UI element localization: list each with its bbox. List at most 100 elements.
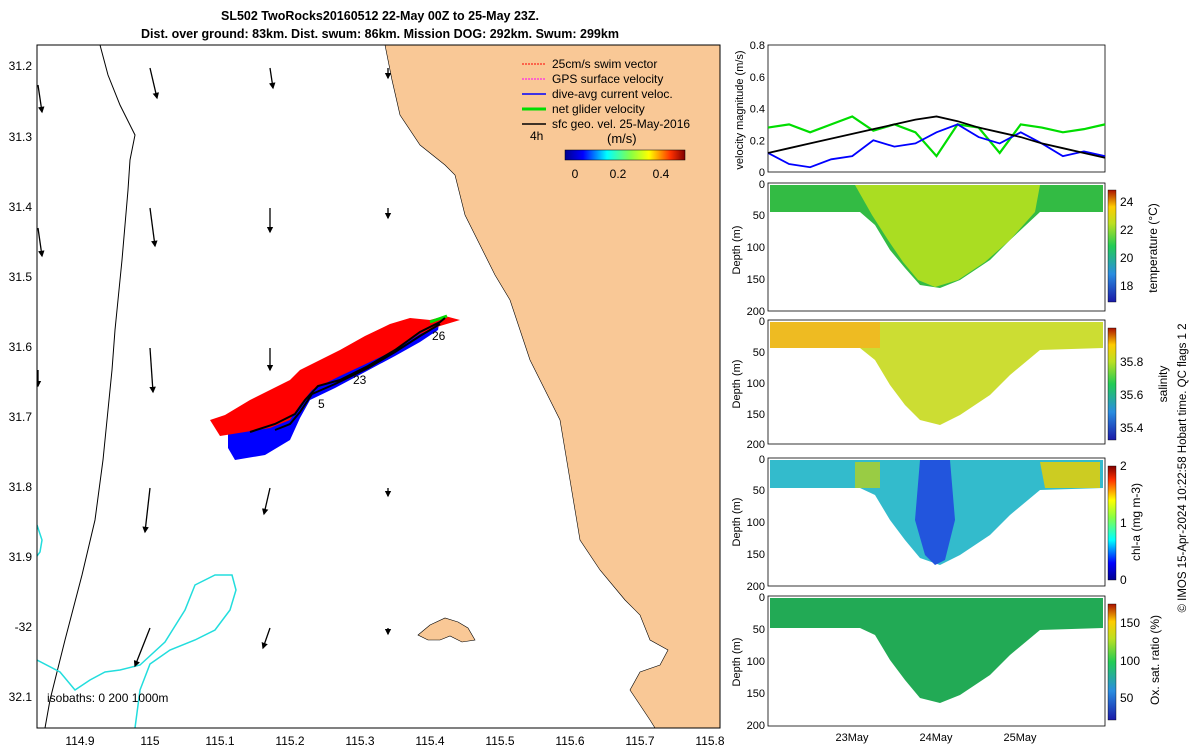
map-xtick: 115.1 — [205, 734, 234, 748]
map-x-ticks: 114.9 115 115.1 115.2 115.3 115.4 115.5 … — [65, 734, 724, 748]
ytick: 150 — [747, 549, 765, 561]
title-line2: Dist. over ground: 83km. Dist. swum: 86k… — [141, 27, 619, 41]
velocity-ytick: 0.2 — [750, 135, 765, 147]
speed-colorbar — [564, 149, 686, 161]
temperature-cb-ticks: 18 20 22 24 — [1120, 195, 1134, 293]
cbtick: 0 — [1120, 573, 1127, 587]
xtick-24may: 24May — [919, 732, 953, 744]
oxygen-cb-label: Ox. sat. ratio (%) — [1148, 615, 1162, 705]
colorbar-tick-2: 0.4 — [653, 167, 670, 181]
velocity-frame — [767, 44, 1106, 173]
map-xtick: 115.4 — [415, 734, 444, 748]
map-ytick: 31.3 — [9, 130, 33, 144]
salinity-cb-label: salinity — [1156, 366, 1170, 403]
map-ytick: 31.5 — [9, 270, 33, 284]
land-mass — [384, 45, 720, 728]
ytick: 200 — [747, 581, 765, 593]
map-xtick: 115.2 — [275, 734, 304, 748]
ytick: 50 — [753, 624, 765, 636]
temperature-colorbar — [1107, 189, 1117, 303]
xtick-25may: 25May — [1003, 732, 1037, 744]
velocity-ytick: 0.8 — [750, 40, 765, 52]
colorbar-unit: (m/s) — [607, 131, 637, 146]
ytick: 200 — [747, 439, 765, 451]
map-xtick: 115.3 — [345, 734, 374, 748]
chla-cb-label: chl-a (mg m-3) — [1129, 483, 1143, 561]
velocity-line-0 — [767, 115, 1106, 158]
track-label-23: 23 — [353, 373, 367, 387]
cbtick: 50 — [1120, 691, 1134, 705]
map-xtick: 115.7 — [625, 734, 654, 748]
ytick: 150 — [747, 274, 765, 286]
velocity-line-2 — [767, 115, 1106, 159]
cbtick: 100 — [1120, 654, 1140, 668]
cbtick: 2 — [1120, 459, 1127, 473]
ytick: 0 — [759, 592, 765, 604]
cbtick: 18 — [1120, 279, 1134, 293]
velocity-y-ticks: 0 0.2 0.4 0.6 0.8 — [750, 40, 765, 179]
map-xtick: 115.6 — [555, 734, 584, 748]
ytick: 100 — [747, 656, 765, 668]
oxygen-y-ticks: 0 50 100 150 200 — [747, 592, 765, 732]
chla-high-patch — [1040, 462, 1100, 488]
island — [417, 617, 476, 643]
oxygen-cb-ticks: 50 100 150 — [1120, 616, 1140, 705]
temperature-y-ticks: 0 50 100 150 200 — [747, 179, 765, 318]
temperature-cb-label: temperature (°C) — [1146, 203, 1160, 293]
map-ytick: 31.2 — [9, 59, 33, 73]
chla-section: Depth (m) 0 50 100 150 200 0 1 2 chl-a (… — [731, 454, 1143, 593]
chla-cb-ticks: 0 1 2 — [1120, 459, 1127, 587]
velocity-ytick: 0.6 — [750, 72, 765, 84]
chla-y-ticks: 0 50 100 150 200 — [747, 454, 765, 593]
map-ytick: 31.9 — [9, 550, 33, 564]
temperature-section: Depth (m) 0 50 100 150 200 18 20 22 24 t… — [731, 179, 1160, 318]
velocity-series — [767, 115, 1106, 169]
velocity-chart: 0 0.2 0.4 0.6 0.8 velocity magnitude (m/s) — [734, 40, 1106, 179]
footer-credit: © IMOS 15-Apr-2024 10:22:58 Hobart time.… — [1177, 323, 1189, 612]
cbtick: 20 — [1120, 251, 1134, 265]
salinity-y-ticks: 0 50 100 150 200 — [747, 316, 765, 451]
map-panel: 26 23 5 25cm/s swim vector GPS surface v… — [9, 44, 725, 748]
oxygen-field — [770, 598, 1103, 703]
ytick: 100 — [747, 517, 765, 529]
legend-swim-vector: 25cm/s swim vector — [552, 57, 657, 71]
track-line — [249, 317, 446, 433]
cbtick: 35.4 — [1120, 421, 1144, 435]
temperature-ylabel: Depth (m) — [731, 226, 743, 275]
colorbar-tick-1: 0.2 — [610, 167, 627, 181]
chla-ylabel: Depth (m) — [731, 498, 743, 547]
cbtick: 24 — [1120, 195, 1134, 209]
scale-label: 4h — [530, 129, 543, 143]
ytick: 200 — [747, 306, 765, 318]
geo-velocity-arrows — [37, 67, 392, 668]
salinity-colorbar — [1107, 327, 1117, 441]
chla-high-patch-2 — [855, 462, 880, 488]
ytick: 0 — [759, 316, 765, 328]
ytick: 150 — [747, 409, 765, 421]
ytick: 150 — [747, 688, 765, 700]
cbtick: 35.8 — [1120, 355, 1144, 369]
map-y-ticks: 31.2 31.3 31.4 31.5 31.6 31.7 31.8 31.9 … — [9, 59, 33, 704]
track-label-5: 5 — [318, 397, 325, 411]
velocity-ytick: 0 — [759, 167, 765, 179]
map-legend: 25cm/s swim vector GPS surface velocity … — [522, 57, 690, 181]
ytick: 100 — [747, 242, 765, 254]
chla-low-core — [915, 460, 955, 565]
cbtick: 22 — [1120, 223, 1134, 237]
temperature-warm-core — [855, 185, 1040, 287]
map-ytick: -32 — [15, 620, 33, 634]
legend-dive-avg: dive-avg current veloc. — [552, 87, 673, 101]
oxygen-section: Depth (m) 0 50 100 150 200 50 100 150 Ox… — [731, 592, 1162, 744]
isobath-1000m — [37, 574, 237, 728]
cbtick: 1 — [1120, 516, 1127, 530]
map-xtick: 114.9 — [65, 734, 94, 748]
ytick: 50 — [753, 210, 765, 222]
ytick: 50 — [753, 485, 765, 497]
legend-net-glider: net glider velocity — [552, 102, 645, 116]
xtick-23may: 23May — [835, 732, 869, 744]
ytick: 200 — [747, 720, 765, 732]
ytick: 100 — [747, 378, 765, 390]
salinity-section: Depth (m) 0 50 100 150 200 35.4 35.6 35.… — [731, 316, 1170, 451]
swim-vector-band — [210, 316, 460, 436]
